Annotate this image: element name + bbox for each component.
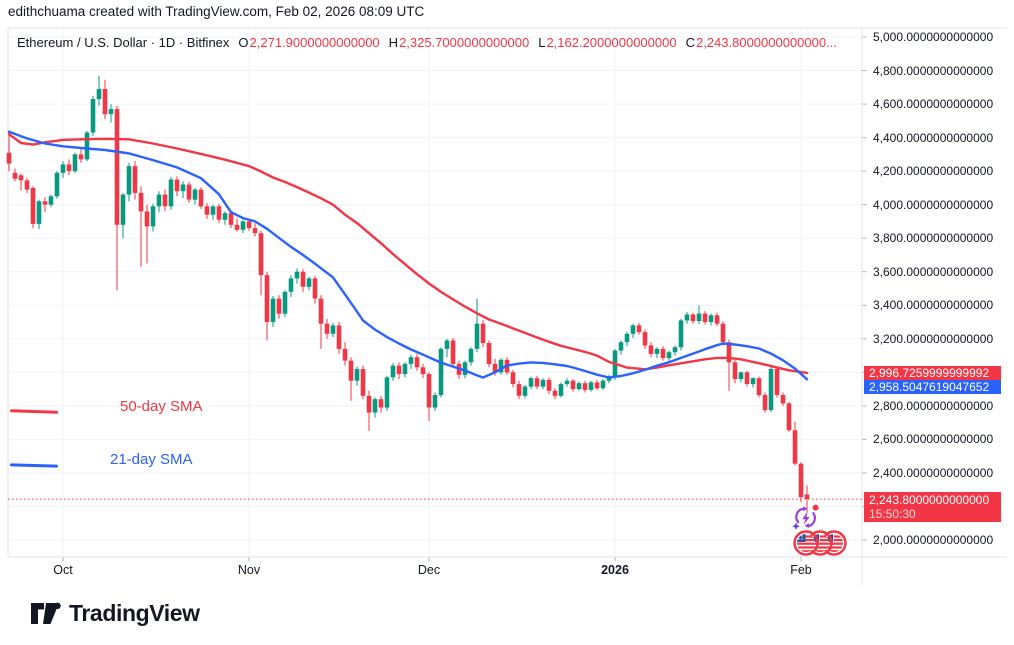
tradingview-logo-text: TradingView	[69, 600, 200, 626]
us-flag-coins-icon	[793, 530, 847, 556]
sma50-line-swatch	[9, 409, 59, 414]
sma50-legend-label: 50-day SMA	[120, 398, 203, 415]
ohlc-value: 2,325.7000000000000	[399, 35, 530, 50]
bar-countdown-timer: 15:50:30	[869, 507, 916, 522]
candles	[6, 75, 810, 513]
ohlc-value: 2,162.2000000000000	[546, 35, 677, 50]
ohlc-key: H	[388, 35, 399, 50]
ohlc-value: 2,271.9000000000000	[249, 35, 380, 50]
lightning-cycle-icon	[792, 504, 819, 530]
attribution-text: edithchuama created with TradingView.com…	[8, 4, 425, 19]
sma21-legend-label: 21-day SMA	[110, 451, 193, 468]
price-chart-pane[interactable]	[0, 0, 1014, 600]
ohlc-key: C	[685, 35, 695, 50]
ohlc-value: 2,243.8000000000000...	[695, 35, 837, 50]
ohlc-key: O	[238, 35, 249, 50]
legend-sma50[interactable]: 50-day SMA	[9, 398, 220, 418]
grid-lines	[8, 28, 867, 562]
sma21-line	[7, 130, 809, 381]
tradingview-logo: TradingView	[31, 600, 200, 627]
tradingview-logo-mark	[31, 602, 61, 624]
sma21-price-label: 2,958.5047619047652	[864, 379, 1001, 394]
legend-sma21[interactable]: 21-day SMA	[9, 451, 220, 471]
sma21-line-swatch	[9, 463, 59, 468]
sma50-price-label: 2,996.7259999999992	[864, 365, 1001, 380]
sma50-line	[7, 132, 809, 375]
ohlc-key: L	[538, 35, 546, 50]
last-price-value: 2,243.8000000000000	[869, 493, 990, 508]
last-price-label: 2,243.8000000000000 15:50:30	[864, 491, 1001, 522]
symbol-title[interactable]: Ethereum / U.S. Dollar · 1D · Bitfinex	[17, 35, 230, 50]
ohlc-values: O2,271.9000000000000 H2,325.7000000000000…	[229, 35, 837, 50]
symbol-header: Ethereum / U.S. Dollar · 1D · Bitfinex O2…	[17, 35, 837, 50]
